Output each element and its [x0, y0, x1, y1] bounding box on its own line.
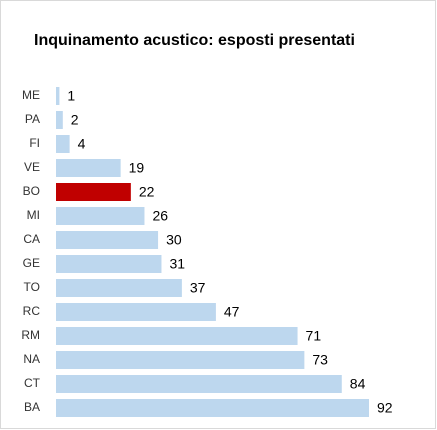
value-label: 1 — [67, 88, 75, 104]
value-label: 30 — [166, 232, 182, 248]
bar — [56, 255, 162, 273]
value-label: 84 — [350, 376, 366, 392]
y-tick-label: NA — [23, 352, 40, 366]
y-tick-label: BA — [24, 400, 40, 414]
y-tick-label: CA — [23, 232, 40, 246]
bar — [56, 183, 131, 201]
bar — [56, 207, 145, 225]
value-label: 37 — [190, 280, 206, 296]
y-tick-label: FI — [29, 136, 40, 150]
bar — [56, 303, 216, 321]
bar — [56, 375, 342, 393]
bar — [56, 135, 70, 153]
bar — [56, 351, 305, 369]
value-label: 26 — [152, 208, 168, 224]
value-label: 4 — [78, 136, 86, 152]
value-label: 2 — [71, 112, 79, 128]
value-label: 22 — [139, 184, 155, 200]
y-tick-label: VE — [24, 160, 40, 174]
bar — [56, 231, 159, 249]
y-tick-label: CT — [24, 376, 41, 390]
y-tick-label: TO — [24, 280, 40, 294]
value-label: 71 — [306, 328, 322, 344]
y-tick-label: RC — [23, 304, 41, 318]
y-tick-label: PA — [25, 112, 40, 126]
value-label: 73 — [312, 352, 328, 368]
value-label: 19 — [129, 160, 145, 176]
bar — [56, 87, 60, 105]
value-label: 92 — [377, 400, 393, 416]
value-label: 31 — [169, 256, 185, 272]
y-tick-label: ME — [22, 88, 40, 102]
y-tick-label: RM — [21, 328, 40, 342]
value-label: 47 — [224, 304, 240, 320]
bar — [56, 111, 63, 129]
chart-title: Inquinamento acustico: esposti presentat… — [34, 32, 355, 49]
bar — [56, 159, 121, 177]
y-tick-label: GE — [23, 256, 40, 270]
bar — [56, 327, 298, 345]
bar — [56, 399, 369, 417]
bar — [56, 279, 182, 297]
y-tick-label: MI — [27, 208, 40, 222]
y-tick-label: BO — [23, 184, 40, 198]
